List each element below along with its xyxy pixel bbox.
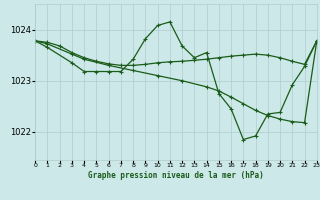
X-axis label: Graphe pression niveau de la mer (hPa): Graphe pression niveau de la mer (hPa)	[88, 171, 264, 180]
